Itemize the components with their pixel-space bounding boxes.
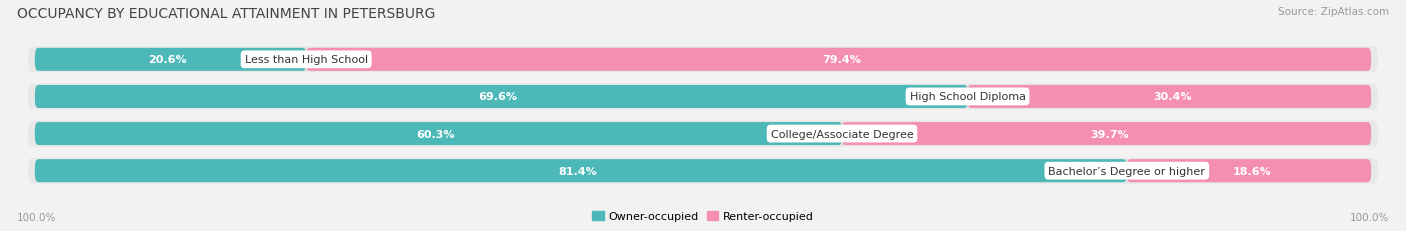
FancyBboxPatch shape	[35, 159, 1371, 182]
Text: 69.6%: 69.6%	[478, 92, 517, 102]
Text: Source: ZipAtlas.com: Source: ZipAtlas.com	[1278, 7, 1389, 17]
Text: Bachelor’s Degree or higher: Bachelor’s Degree or higher	[1049, 166, 1205, 176]
FancyBboxPatch shape	[1126, 159, 1371, 182]
Text: 81.4%: 81.4%	[558, 166, 598, 176]
FancyBboxPatch shape	[35, 85, 1371, 109]
FancyBboxPatch shape	[842, 122, 1371, 146]
Text: 30.4%: 30.4%	[1153, 92, 1192, 102]
Text: 60.3%: 60.3%	[416, 129, 454, 139]
FancyBboxPatch shape	[35, 159, 1126, 182]
Text: OCCUPANCY BY EDUCATIONAL ATTAINMENT IN PETERSBURG: OCCUPANCY BY EDUCATIONAL ATTAINMENT IN P…	[17, 7, 436, 21]
FancyBboxPatch shape	[967, 85, 1371, 109]
Text: 79.4%: 79.4%	[823, 55, 862, 65]
Text: Less than High School: Less than High School	[245, 55, 368, 65]
Text: 100.0%: 100.0%	[17, 212, 56, 222]
Legend: Owner-occupied, Renter-occupied: Owner-occupied, Renter-occupied	[588, 207, 818, 226]
Text: High School Diploma: High School Diploma	[910, 92, 1025, 102]
FancyBboxPatch shape	[35, 85, 967, 109]
FancyBboxPatch shape	[28, 84, 1378, 110]
Text: 18.6%: 18.6%	[1233, 166, 1272, 176]
Text: 100.0%: 100.0%	[1350, 212, 1389, 222]
Text: College/Associate Degree: College/Associate Degree	[770, 129, 914, 139]
Text: 20.6%: 20.6%	[148, 55, 187, 65]
FancyBboxPatch shape	[35, 49, 1371, 72]
FancyBboxPatch shape	[35, 122, 1371, 146]
FancyBboxPatch shape	[307, 49, 1371, 72]
FancyBboxPatch shape	[28, 47, 1378, 73]
FancyBboxPatch shape	[28, 121, 1378, 147]
Text: 39.7%: 39.7%	[1091, 129, 1129, 139]
FancyBboxPatch shape	[35, 122, 842, 146]
FancyBboxPatch shape	[28, 158, 1378, 184]
FancyBboxPatch shape	[35, 49, 307, 72]
